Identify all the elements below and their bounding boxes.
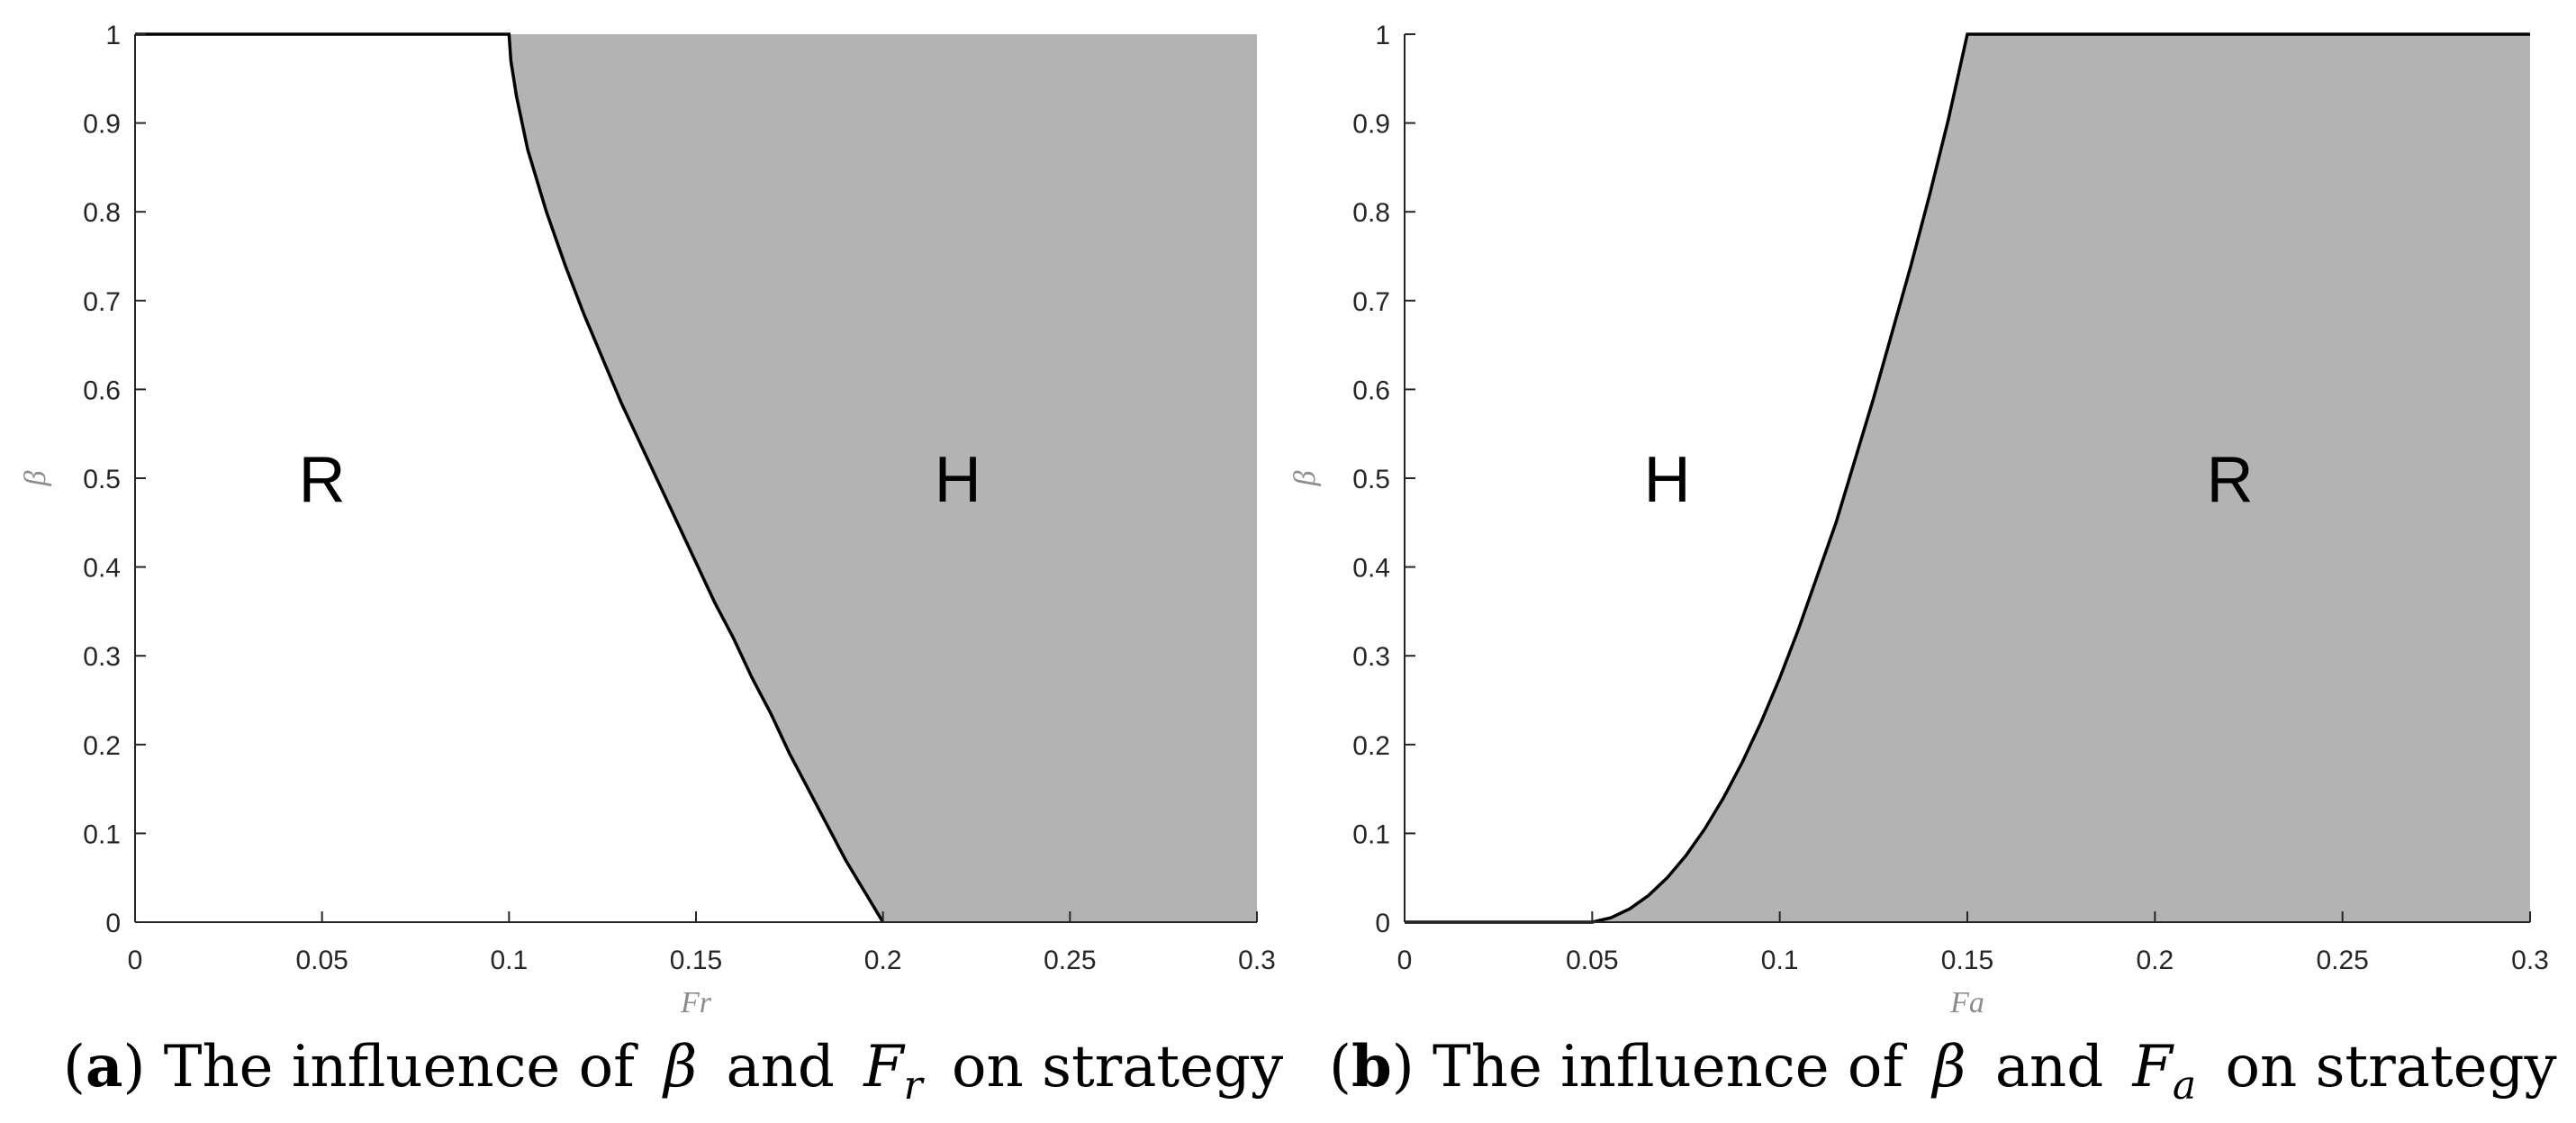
y-tick-label-a: 0.4 bbox=[83, 554, 121, 584]
boundary-line-b bbox=[1405, 32, 2530, 924]
shaded-region-b bbox=[1405, 34, 2530, 922]
x-tick-label-a: 0.15 bbox=[670, 946, 722, 975]
caption-b: (b) The influence of β and Fa on strateg… bbox=[1329, 1033, 2557, 1109]
x-tick-label-b: 0.1 bbox=[1761, 946, 1799, 975]
x-tick-label-a: 0 bbox=[128, 946, 143, 975]
y-tick-label-a: 0.1 bbox=[83, 820, 121, 849]
x-tick-label-a: 0.25 bbox=[1044, 946, 1096, 975]
y-tick-label-a: 0.6 bbox=[83, 376, 121, 405]
x-axis-label-b: Fa bbox=[1949, 986, 1984, 1019]
region-label-left-a: R bbox=[299, 444, 346, 516]
y-tick-label-b: 0.2 bbox=[1352, 731, 1390, 761]
y-tick-label-b: 0.4 bbox=[1352, 554, 1390, 584]
x-tick-label-a: 0.1 bbox=[490, 946, 528, 975]
y-tick-label-a: 0.9 bbox=[83, 110, 121, 140]
x-tick-label-a: 0.3 bbox=[1238, 946, 1276, 975]
x-tick-label-b: 0.3 bbox=[2511, 946, 2549, 975]
region-label-left-b: H bbox=[1644, 444, 1691, 516]
x-tick-label-b: 0.05 bbox=[1566, 946, 1618, 975]
y-tick-label-a: 1 bbox=[105, 21, 121, 50]
panel-a: 0 0.05 0.1 0.15 0.2 0.25 0.3 0 0.1 0.2 0.3 0.4 0.5 0.… bbox=[19, 21, 1276, 1019]
y-tick-label-a: 0.7 bbox=[83, 287, 121, 317]
y-tick-label-b: 0.6 bbox=[1352, 376, 1390, 405]
y-tick-label-a: 0 bbox=[105, 909, 121, 938]
x-axis-label-a: Fr bbox=[680, 986, 712, 1019]
y-tick-label-b: 1 bbox=[1375, 21, 1390, 50]
x-tick-label-a: 0.2 bbox=[864, 946, 902, 975]
y-tick-label-a: 0.2 bbox=[83, 731, 121, 761]
y-tick-label-b: 0 bbox=[1375, 909, 1390, 938]
y-tick-label-a: 0.3 bbox=[83, 642, 121, 672]
y-tick-label-b: 0.5 bbox=[1352, 465, 1390, 494]
region-label-right-a: H bbox=[935, 444, 981, 516]
panel-b: 0 0.05 0.1 0.15 0.2 0.25 0.3 0 0.1 0.2 0.3 0.4 0.5 0.… bbox=[1288, 21, 2549, 1019]
x-tick-label-b: 0.15 bbox=[1941, 946, 1993, 975]
y-tick-label-a: 0.8 bbox=[83, 198, 121, 228]
y-tick-label-b: 0.1 bbox=[1352, 820, 1390, 849]
y-tick-label-b: 0.9 bbox=[1352, 110, 1390, 140]
y-axis-label-b: β bbox=[1288, 470, 1322, 486]
caption-a: (a) The influence of β and Fr on strateg… bbox=[63, 1033, 1283, 1109]
y-tick-label-b: 0.7 bbox=[1352, 287, 1390, 317]
x-tick-label-b: 0.2 bbox=[2136, 946, 2174, 975]
x-tick-label-b: 0.25 bbox=[2316, 946, 2368, 975]
y-axis-label-a: β bbox=[19, 470, 52, 486]
x-tick-label-b: 0 bbox=[1397, 946, 1413, 975]
y-tick-label-b: 0.8 bbox=[1352, 198, 1390, 228]
boundary-line-a bbox=[135, 32, 885, 923]
shaded-region-a bbox=[509, 34, 1257, 922]
region-label-right-b: R bbox=[2207, 444, 2254, 516]
y-tick-label-a: 0.5 bbox=[83, 465, 121, 494]
y-tick-label-b: 0.3 bbox=[1352, 642, 1390, 672]
x-tick-label-a: 0.05 bbox=[295, 946, 348, 975]
